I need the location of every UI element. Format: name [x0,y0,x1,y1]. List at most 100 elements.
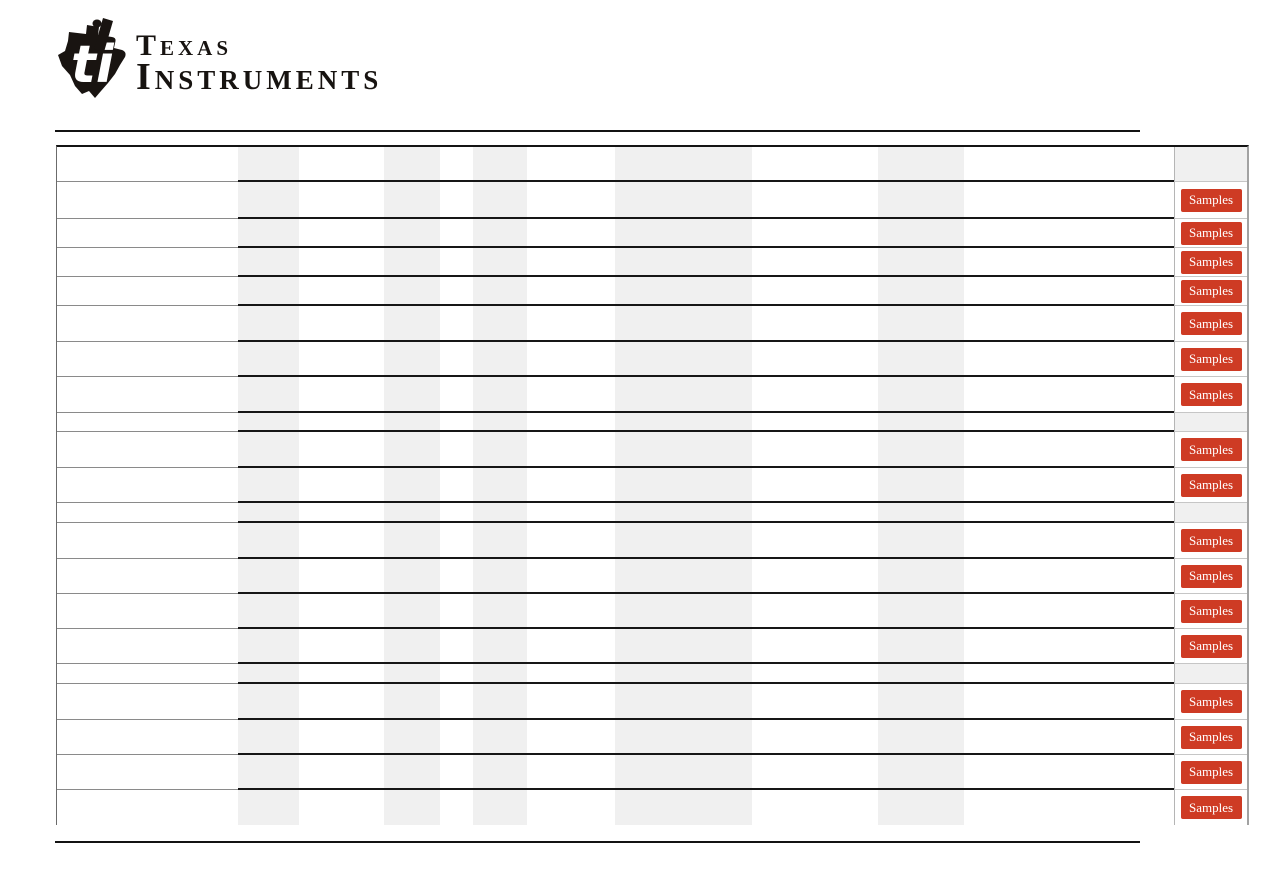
table-cell [384,523,440,559]
table-cell [238,219,299,248]
samples-cell: Samples [1174,523,1247,559]
samples-button[interactable]: Samples [1180,347,1242,371]
table-cell [527,342,615,377]
samples-button[interactable]: Samples [1180,564,1242,588]
samples-button[interactable]: Samples [1180,529,1242,552]
product-row: Samples [57,720,1247,755]
table-cell [238,523,299,559]
samples-cell: Samples [1174,720,1247,755]
table-cell [878,468,964,503]
table-cell [752,629,878,664]
samples-cell: Samples [1174,755,1247,790]
table-cell [299,720,384,755]
table-cell [527,147,615,182]
table-cell [964,432,1174,468]
table-cell [440,790,473,825]
table-cell [964,629,1174,664]
samples-cell: Samples [1174,432,1247,468]
samples-button[interactable]: Samples [1180,690,1242,713]
table-cell [878,684,964,720]
table-cell [615,413,752,432]
table-cell [473,629,527,664]
table-cell [527,468,615,503]
samples-button[interactable]: Samples [1180,188,1242,212]
table-cell [964,664,1174,684]
table-cell [473,413,527,432]
samples-cell: Samples [1174,277,1247,306]
table-cell [384,664,440,684]
table-cell [238,248,299,277]
table-cell [527,755,615,790]
table-cell [238,629,299,664]
table-cell [615,432,752,468]
product-row: Samples [57,248,1247,277]
table-cell [238,342,299,377]
product-row: Samples [57,523,1247,559]
table-cell [299,342,384,377]
samples-button[interactable]: Samples [1180,438,1242,461]
table-cell [527,219,615,248]
samples-button[interactable]: Samples [1180,312,1242,335]
table-cell [440,277,473,306]
samples-cell: Samples [1174,248,1247,277]
samples-button[interactable]: Samples [1180,796,1242,819]
table-cell [299,306,384,342]
table-cell [878,755,964,790]
bottom-divider [55,841,1140,843]
samples-cell [1174,503,1247,523]
table-cell [473,720,527,755]
group-separator-row [57,413,1247,432]
table-cell [752,277,878,306]
ti-logo-icon: ti [58,18,126,98]
table-cell [964,684,1174,720]
product-row: Samples [57,790,1247,825]
samples-cell: Samples [1174,559,1247,594]
table-cell [440,147,473,182]
table-cell [752,306,878,342]
samples-button[interactable]: Samples [1180,279,1242,303]
group-separator-row [57,664,1247,684]
table-cell [384,306,440,342]
samples-button[interactable]: Samples [1180,383,1242,406]
table-cell [440,684,473,720]
table-cell [615,277,752,306]
samples-button[interactable]: Samples [1180,221,1242,245]
table-cell [384,790,440,825]
table-cell [964,248,1174,277]
samples-button[interactable]: Samples [1180,250,1242,274]
samples-button[interactable]: Samples [1180,599,1242,623]
table-cell [57,219,238,248]
table-header-row [57,147,1247,182]
samples-button[interactable]: Samples [1180,760,1242,784]
table-cell [473,664,527,684]
table-cell [238,413,299,432]
table-cell [752,684,878,720]
samples-button[interactable]: Samples [1180,473,1242,497]
table-cell [615,790,752,825]
table-cell [752,147,878,182]
table-cell [299,413,384,432]
table-cell [473,755,527,790]
table-cell [57,432,238,468]
table-cell [384,684,440,720]
table-cell [527,413,615,432]
table-cell [473,432,527,468]
table-cell [878,248,964,277]
table-cell [752,523,878,559]
table-cell [473,503,527,523]
table-cell [878,432,964,468]
table-cell [527,523,615,559]
table-cell [752,503,878,523]
table-cell [57,523,238,559]
samples-cell: Samples [1174,182,1247,219]
samples-cell: Samples [1174,377,1247,413]
table-cell [527,629,615,664]
samples-button[interactable]: Samples [1180,634,1242,658]
table-cell [299,147,384,182]
table-cell [527,594,615,629]
samples-button[interactable]: Samples [1180,725,1242,749]
table-cell [752,720,878,755]
table-cell [299,432,384,468]
table-cell [527,559,615,594]
table-cell [299,684,384,720]
